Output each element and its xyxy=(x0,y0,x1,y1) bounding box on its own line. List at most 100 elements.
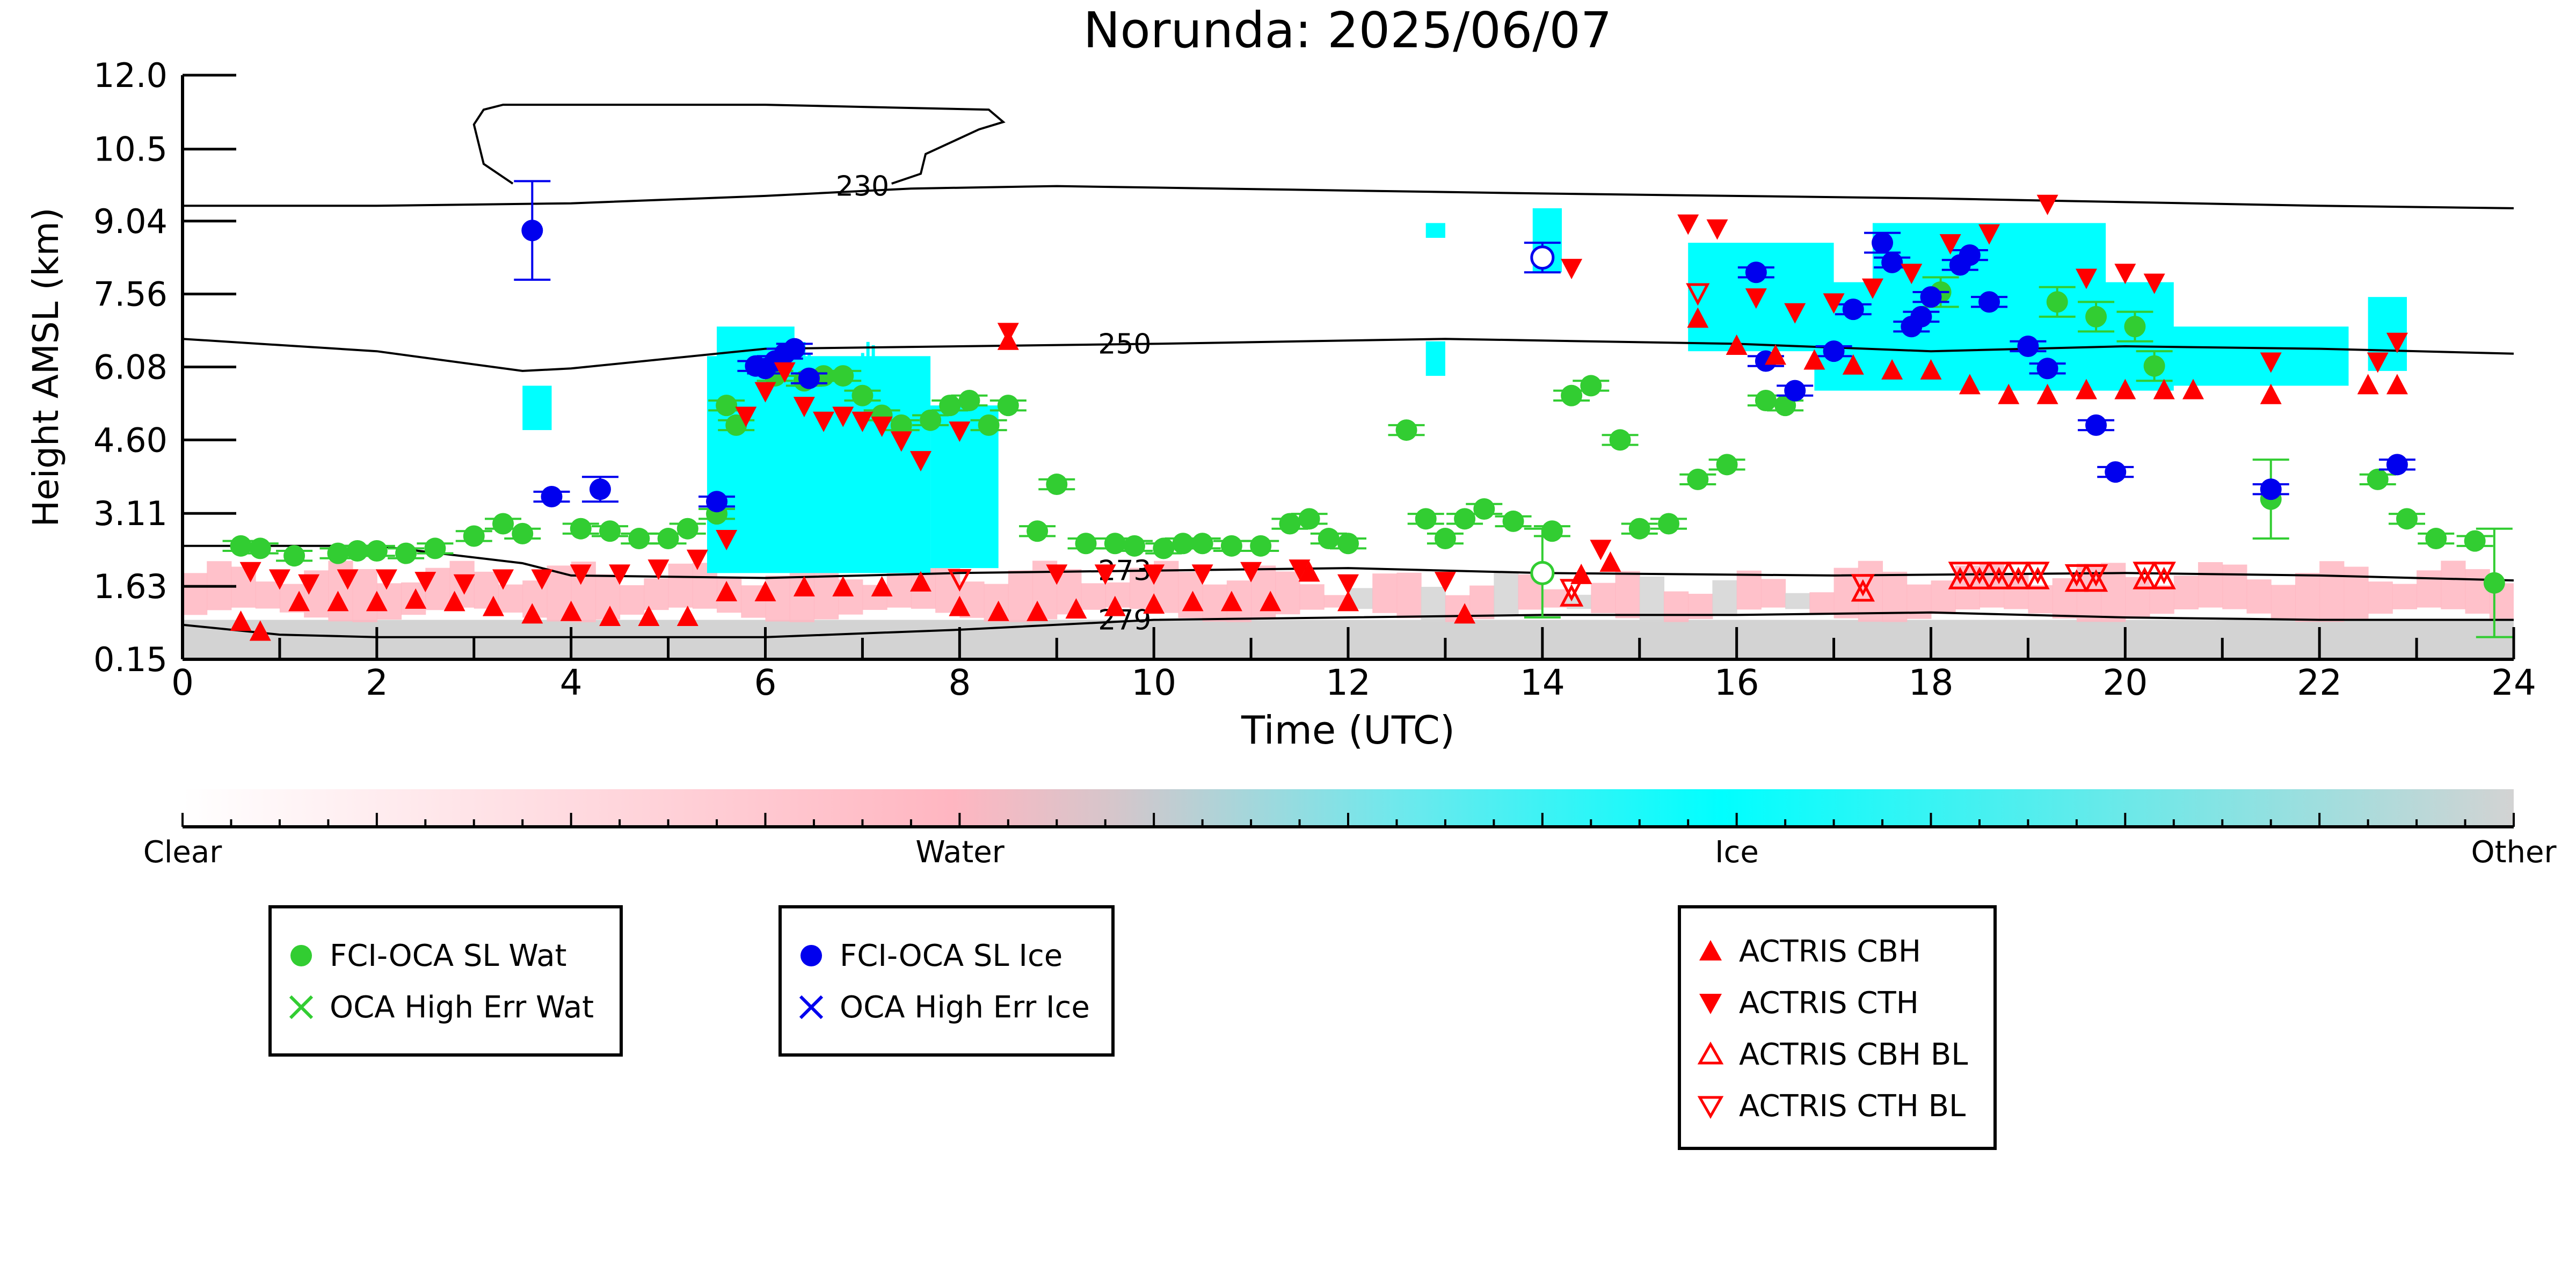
actris-cbh-point xyxy=(1220,591,1242,612)
legend-item-cbh-bl: ACTRIS CBH BL xyxy=(1681,1029,1993,1080)
fci-oca-sl-wat-point xyxy=(1123,535,1145,557)
actris-cbh-point xyxy=(2182,379,2204,399)
actris-cth-point xyxy=(754,382,776,403)
bg-water-column xyxy=(1760,579,1786,608)
bg-water-column xyxy=(2271,585,2296,619)
fci-oca-sl-wat-point xyxy=(346,540,368,562)
fci-oca-sl-ice-point xyxy=(1978,291,2000,313)
actris-cth-point xyxy=(1240,562,1262,583)
y-tick-label: 9.04 xyxy=(93,202,168,241)
actris-cbh-point xyxy=(1027,600,1049,621)
bg-water-column xyxy=(2246,579,2272,614)
actris-cbh-point xyxy=(1182,591,1204,612)
contour-label-279: 279 xyxy=(1098,605,1151,637)
fci-oca-sl-ice-point xyxy=(783,338,805,360)
actris-cth-bl-point xyxy=(2026,562,2050,585)
fci-oca-sl-wat-point xyxy=(716,395,738,417)
x-tick-label: 8 xyxy=(948,662,971,703)
fci-oca-sl-wat-point xyxy=(395,542,417,564)
bg-ice-streak xyxy=(824,432,827,569)
bg-ice-region xyxy=(522,385,552,431)
x-tick-label: 20 xyxy=(2102,662,2148,703)
fci-oca-sl-wat-point xyxy=(920,409,942,431)
fci-oca-sl-wat-point xyxy=(512,522,534,544)
actris-cth-point xyxy=(2036,194,2058,215)
bg-ice-streak xyxy=(765,458,768,569)
actris-cth-point xyxy=(997,323,1019,344)
actris-cbh-point xyxy=(909,571,932,592)
actris-cbh-point xyxy=(987,600,1009,621)
legend-item-cth-bl: ACTRIS CTH BL xyxy=(1681,1080,1993,1132)
bg-water-column xyxy=(2368,581,2393,614)
actris-cth-point xyxy=(1337,574,1359,595)
actris-cth-point xyxy=(1978,224,2000,245)
bg-water-column xyxy=(1494,572,1519,614)
legend-label: OCA High Err Wat xyxy=(330,989,594,1025)
y-tick-label: 12.0 xyxy=(93,56,168,95)
actris-cbh-point xyxy=(1726,334,1748,355)
fci-oca-sl-ice-point xyxy=(2260,478,2282,500)
bg-water-column xyxy=(255,581,280,609)
fci-oca-sl-wat-point xyxy=(1075,533,1097,555)
fci-oca-sl-wat-point xyxy=(1755,389,1777,411)
actris-cth-point xyxy=(1677,214,1699,235)
fci-oca-sl-wat-point xyxy=(1220,535,1242,557)
colorbar-label-other: Other xyxy=(2471,835,2557,870)
actris-cbh-point xyxy=(1803,349,1825,370)
fci-oca-sl-wat-point xyxy=(1318,528,1340,550)
bg-ice-streak xyxy=(882,388,886,569)
actris-cth-point xyxy=(1046,564,1068,585)
bg-ice-streak xyxy=(920,391,923,569)
actris-cth-bl-point xyxy=(948,569,972,592)
legend-label: ACTRIS CTH BL xyxy=(1739,1088,1966,1124)
actris-cth-point xyxy=(1901,264,1923,285)
actris-cbh-point xyxy=(2386,374,2408,395)
actris-cbh-point xyxy=(405,588,427,609)
actris-cth-point xyxy=(2114,264,2136,285)
actris-cth-point xyxy=(949,421,971,442)
bg-ice-streak xyxy=(893,442,897,569)
actris-cbh-point xyxy=(1065,598,1087,619)
bg-water-column xyxy=(2295,573,2320,622)
bg-water-column xyxy=(1202,584,1227,622)
actris-cth-point xyxy=(1823,293,1845,314)
fci-oca-sl-wat-point xyxy=(852,384,874,406)
actris-cbh-bl-point xyxy=(1986,566,2011,590)
contour-250 xyxy=(183,338,2514,372)
legend-label: FCI-OCA SL Wat xyxy=(330,938,567,973)
bg-ice-streak xyxy=(904,458,907,569)
bg-water-column xyxy=(2222,564,2247,609)
actris-cth-point xyxy=(531,569,553,590)
bg-water-column xyxy=(2101,563,2126,622)
actris-cbh-point xyxy=(1842,354,1864,375)
fci-oca-sl-wat-point xyxy=(1658,513,1680,535)
bg-ice-streak xyxy=(898,457,902,569)
actris-cth-bl-point xyxy=(1851,574,1875,597)
legend-label: OCA High Err Ice xyxy=(840,989,1090,1025)
fci-oca-sl-wat-point xyxy=(1104,533,1126,555)
actris-cth-point xyxy=(813,411,835,432)
fci-oca-sl-wat-point xyxy=(1473,498,1495,520)
actris-cbh-point xyxy=(716,581,738,602)
fci-oca-sl-ice-point xyxy=(1784,380,1806,402)
bg-ice-streak xyxy=(861,353,864,569)
fci-oca-sl-wat-point xyxy=(1395,419,1417,441)
actris-cbh-point xyxy=(832,576,854,596)
contour-230 xyxy=(183,185,2514,209)
bg-ice-streak xyxy=(855,375,859,569)
fci-oca-sl-wat-point xyxy=(424,537,446,559)
x-axis-label: Time (UTC) xyxy=(1241,708,1455,753)
bg-ice-streak xyxy=(722,372,725,569)
bg-ice-streak xyxy=(791,361,795,569)
bg-water-column xyxy=(2392,584,2418,609)
actris-cbh-bl-point xyxy=(2064,569,2089,592)
actris-cbh-point xyxy=(754,581,776,602)
bg-water-column xyxy=(1882,571,1908,622)
actris-cbh-bl-point xyxy=(2084,569,2108,592)
bg-ice-streak xyxy=(802,341,806,569)
blue-x-icon xyxy=(799,995,824,1020)
bg-water-column xyxy=(1712,580,1737,614)
fci-oca-sl-wat-point xyxy=(570,518,592,540)
actris-cth-point xyxy=(1289,559,1311,580)
bg-ice-streak xyxy=(845,432,848,569)
